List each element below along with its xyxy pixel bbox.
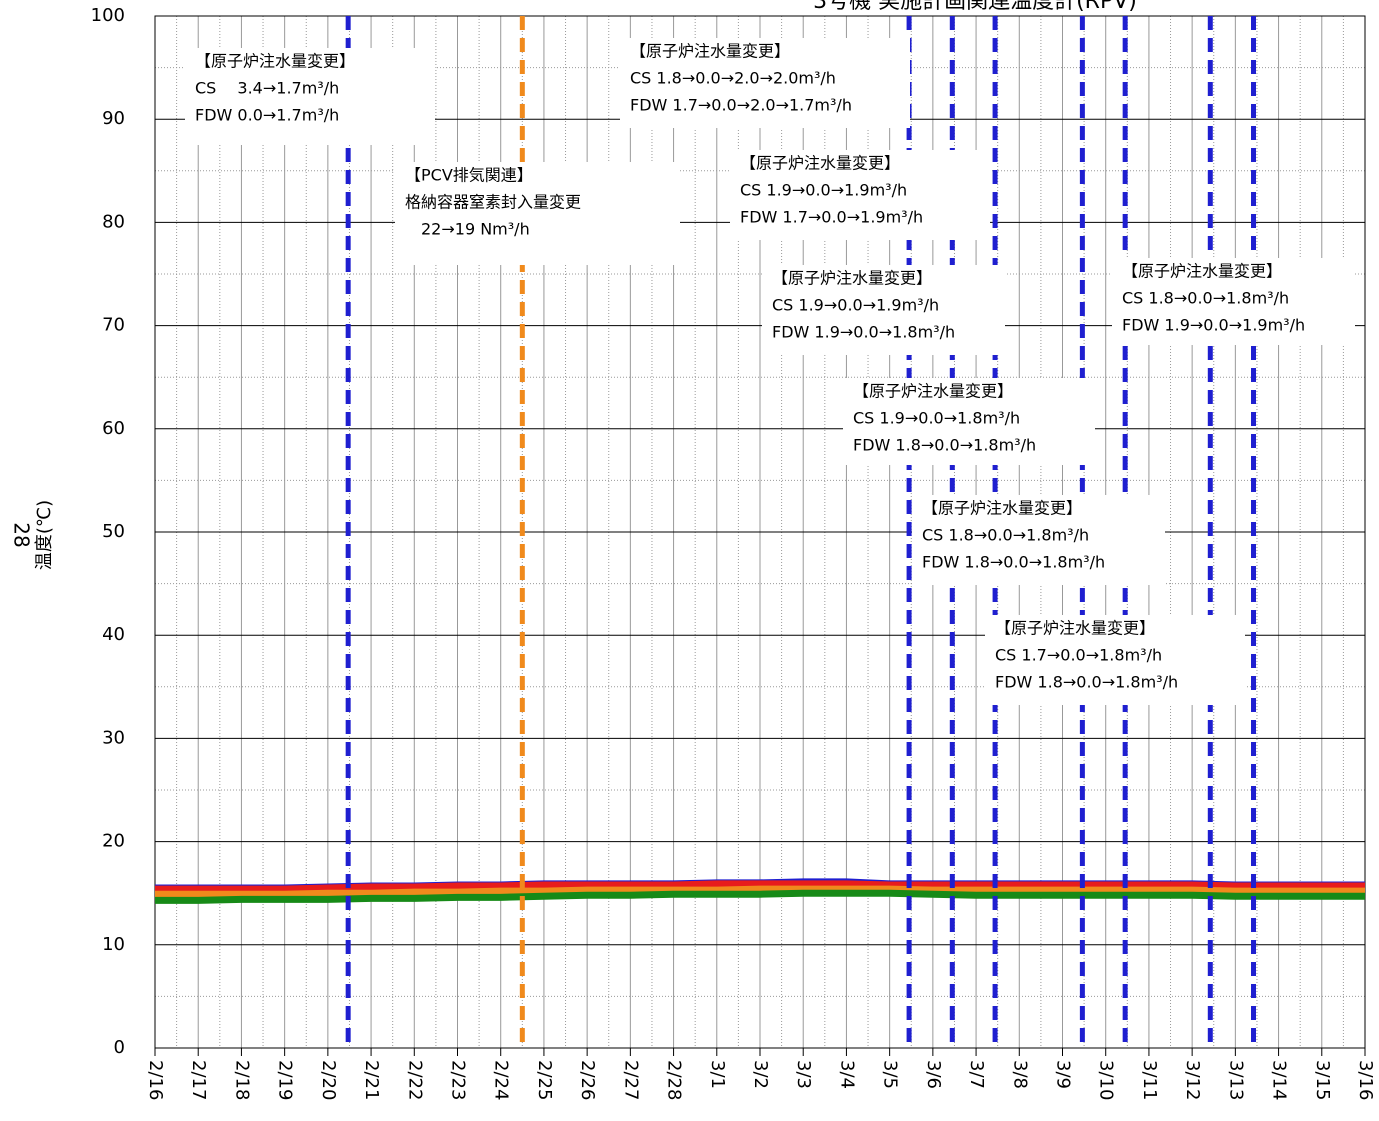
annotation: 【原子炉注水量変更】 CS 1.8→0.0→1.8m³/h FDW 1.9→0.0→… [1112, 258, 1355, 345]
x-tick-label: 2/27 [620, 1060, 641, 1100]
x-tick-label: 3/15 [1312, 1060, 1333, 1100]
annotation-text: FDW 1.8→0.0→1.8m³/h [995, 673, 1178, 692]
annotation-text: 【原子炉注水量変更】 [995, 619, 1155, 638]
annotation-text: FDW 0.0→1.7m³/h [195, 106, 339, 125]
annotation: 【原子炉注水量変更】 CS 1.9→0.0→1.9m³/h FDW 1.7→0.0→… [730, 150, 990, 240]
x-tick-label: 3/7 [966, 1060, 987, 1089]
annotation: 【PCV排気関連】格納容器窒素封入量変更 22→19 Nm³/h [395, 162, 680, 265]
annotation-box [185, 48, 435, 145]
annotation-text: CS 1.7→0.0→1.8m³/h [995, 646, 1162, 665]
x-tick-label: 2/19 [275, 1060, 296, 1100]
series-line [155, 880, 1365, 893]
annotation: 【原子炉注水量変更】 CS 1.9→0.0→1.8m³/h FDW 1.8→0.0→… [843, 378, 1095, 465]
annotation-text: 格納容器窒素封入量変更 [405, 193, 581, 212]
x-tick-label: 3/5 [880, 1060, 901, 1089]
annotation-text: 【原子炉注水量変更】 [1122, 262, 1282, 281]
x-tick-label: 2/22 [404, 1060, 425, 1100]
x-tick-label: 3/3 [793, 1060, 814, 1089]
x-tick-label: 2/18 [231, 1060, 252, 1100]
annotation-text: CS 1.9→0.0→1.8m³/h [853, 409, 1020, 428]
annotation-text: CS 1.9→0.0→1.9m³/h [740, 181, 907, 200]
x-tick-label: 2/25 [534, 1060, 555, 1100]
annotation-text: 【原子炉注水量変更】 [630, 42, 790, 61]
annotation-text: 【原子炉注水量変更】 [922, 499, 1082, 518]
annotation-text: FDW 1.7→0.0→2.0→1.7m³/h [630, 96, 852, 115]
annotation-text: 【PCV排気関連】 [405, 166, 533, 185]
x-tick-label: 2/26 [577, 1060, 598, 1100]
annotation: 【原子炉注水量変更】 CS 3.4→1.7m³/h FDW 0.0→1.7m³/h [185, 48, 435, 145]
annotation-box [1112, 258, 1355, 345]
annotation-text: FDW 1.8→0.0→1.8m³/h [853, 436, 1036, 455]
x-tick-label: 2/21 [361, 1060, 382, 1100]
annotation: 【原子炉注水量変更】 CS 1.8→0.0→1.8m³/h FDW 1.8→0.0→… [912, 495, 1165, 585]
y-tick-label: 40 [102, 624, 125, 645]
x-tick-label: 3/2 [750, 1060, 771, 1089]
page-number: 28 [10, 522, 34, 547]
annotation-text: FDW 1.8→0.0→1.8m³/h [922, 553, 1105, 572]
annotation-text: FDW 1.9→0.0→1.9m³/h [1122, 316, 1305, 335]
y-tick-label: 90 [102, 108, 125, 129]
y-tick-label: 100 [91, 5, 125, 26]
annotation-box [912, 495, 1165, 585]
series-line [155, 889, 1365, 904]
annotation-text: CS 3.4→1.7m³/h [195, 79, 339, 98]
annotation-text: 【原子炉注水量変更】 [195, 52, 355, 71]
annotation-text: CS 1.9→0.0→1.9m³/h [772, 296, 939, 315]
annotation-text: 【原子炉注水量変更】 [853, 382, 1013, 401]
y-tick-label: 10 [102, 934, 125, 955]
x-tick-label: 2/20 [318, 1060, 339, 1100]
y-tick-label: 80 [102, 211, 125, 232]
series-line [155, 885, 1365, 898]
annotation-text: 【原子炉注水量変更】 [740, 154, 900, 173]
y-tick-label: 30 [102, 727, 125, 748]
annotation-text: FDW 1.7→0.0→1.9m³/h [740, 208, 923, 227]
x-tick-label: 2/17 [188, 1060, 209, 1100]
x-tick-label: 3/6 [923, 1060, 944, 1089]
y-tick-label: 60 [102, 418, 125, 439]
x-tick-label: 3/4 [836, 1060, 857, 1089]
x-tick-label: 3/1 [707, 1060, 728, 1089]
annotation-box [843, 378, 1095, 465]
annotation-box [762, 265, 1005, 355]
annotation-box [985, 615, 1245, 705]
y-axis-label: 温度(℃) [34, 500, 55, 570]
y-tick-label: 50 [102, 521, 125, 542]
y-tick-label: 0 [114, 1037, 125, 1058]
annotation-text: CS 1.8→0.0→2.0→2.0m³/h [630, 69, 836, 88]
annotation-text: CS 1.8→0.0→1.8m³/h [922, 526, 1089, 545]
x-tick-label: 3/10 [1096, 1060, 1117, 1100]
x-tick-label: 2/16 [145, 1060, 166, 1100]
x-tick-label: 2/24 [491, 1060, 512, 1100]
annotation-box [620, 38, 910, 128]
x-tick-label: 3/13 [1225, 1060, 1246, 1100]
x-tick-label: 2/23 [448, 1060, 469, 1100]
x-tick-label: 3/16 [1355, 1060, 1376, 1100]
annotation: 【原子炉注水量変更】 CS 1.7→0.0→1.8m³/h FDW 1.8→0.0→… [985, 615, 1245, 705]
y-tick-label: 70 [102, 315, 125, 336]
annotation: 【原子炉注水量変更】 CS 1.9→0.0→1.9m³/h FDW 1.9→0.0→… [762, 265, 1005, 355]
plot-frame [154, 15, 1366, 1049]
annotation-text: 【原子炉注水量変更】 [772, 269, 932, 288]
annotation-box [395, 162, 680, 265]
chart-title: 3号機 実施計画関連温度計(RPV) [813, 0, 1137, 14]
y-tick-label: 20 [102, 831, 125, 852]
annotation-text: 22→19 Nm³/h [405, 220, 530, 239]
x-tick-label: 3/9 [1053, 1060, 1074, 1089]
x-tick-label: 2/28 [664, 1060, 685, 1100]
x-tick-label: 3/12 [1182, 1060, 1203, 1100]
annotation-text: CS 1.8→0.0→1.8m³/h [1122, 289, 1289, 308]
annotation-box [730, 150, 990, 240]
x-tick-label: 3/8 [1009, 1060, 1030, 1089]
x-tick-label: 3/11 [1139, 1060, 1160, 1100]
annotation: 【原子炉注水量変更】 CS 1.8→0.0→2.0→2.0m³/h FDW 1.7→… [620, 38, 910, 128]
annotation-text: FDW 1.9→0.0→1.8m³/h [772, 323, 955, 342]
x-tick-label: 3/14 [1269, 1060, 1290, 1100]
